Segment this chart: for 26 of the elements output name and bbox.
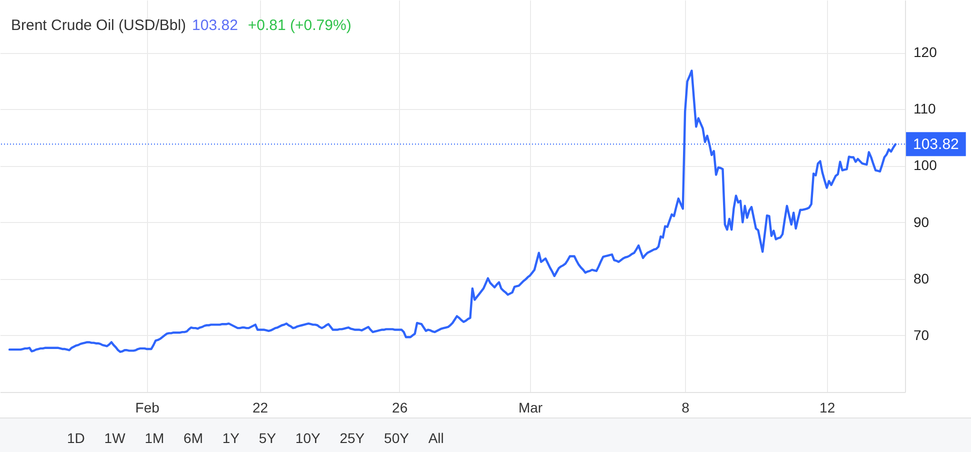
y-tick-label: 110: [914, 100, 936, 117]
text: 10Y: [295, 430, 321, 446]
text: All: [428, 430, 444, 446]
y-tick-label: 80: [914, 270, 930, 286]
y-tick-label: 120: [914, 44, 938, 60]
x-tick-label: 26: [392, 400, 408, 416]
y-tick-label: 100: [914, 157, 938, 174]
ref-line-label: 103.82: [912, 136, 959, 154]
text: Brent Crude Oil (USD/Bbl): [11, 17, 186, 34]
x-tick-label: 22: [252, 400, 268, 416]
text: 6M: [184, 430, 203, 446]
x-tick-label: 12: [820, 400, 836, 416]
text: 5Y: [258, 430, 277, 446]
x-tick-label: 8: [682, 400, 690, 416]
text: 1D: [66, 430, 85, 446]
y-tick-label: 90: [914, 214, 930, 230]
y-tick-label: 70: [914, 326, 930, 343]
text: 1Y: [222, 430, 240, 446]
annotation: 103.82: [192, 17, 238, 34]
text: 25Y: [340, 430, 366, 446]
text: 1M: [144, 430, 164, 446]
x-tick-label: Feb: [135, 400, 160, 416]
text: 50Y: [384, 430, 410, 446]
x-tick-label: Mar: [518, 400, 543, 416]
annotation: +0.81 (+0.79%): [248, 17, 352, 34]
text: 1W: [104, 430, 126, 446]
